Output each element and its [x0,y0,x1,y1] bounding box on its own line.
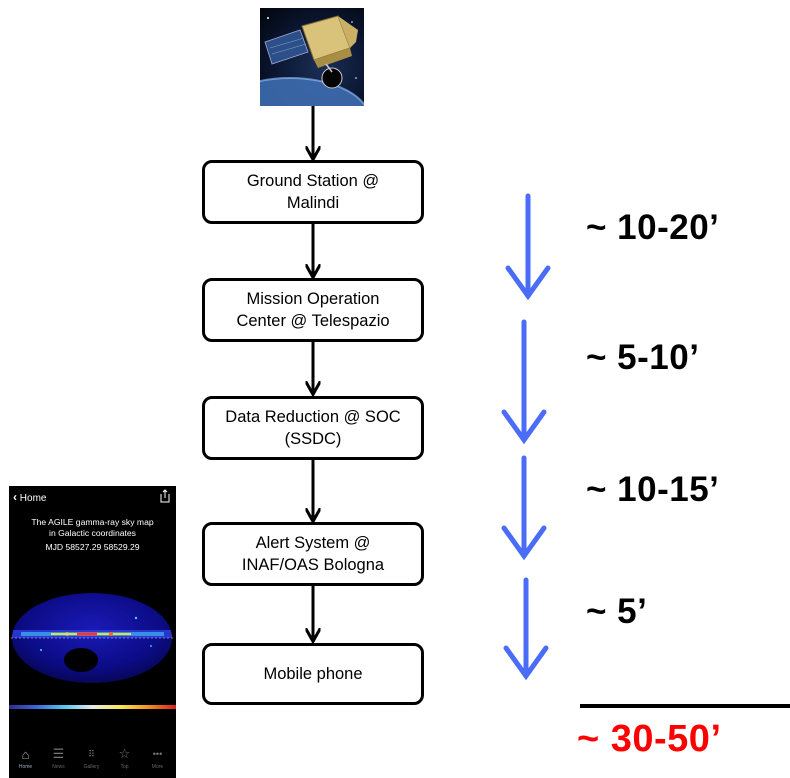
step-mission-operation-line1: Mission Operation [246,290,380,308]
total-latency-label: ~ 30-50’ [577,718,722,760]
share-icon[interactable] [160,489,170,503]
timing-arrow-4 [503,577,549,681]
color-scale-bar [9,705,176,709]
tab-more-label: More [151,764,164,770]
satellite-illustration [260,15,364,106]
step-mobile-phone-line1: Mobile phone [263,665,363,683]
map-caption-line1: The AGILE gamma-ray sky map [31,517,154,527]
map-caption-line2: in Galactic coordinates [49,528,136,538]
step-data-reduction-line1: Data Reduction @ SOC [225,408,401,426]
satellite-image [260,8,364,106]
phone-screenshot: ‹ Home The AGILE gamma-ray sky map in Ga… [9,486,176,778]
chevron-left-icon: ‹ [13,490,17,504]
step-ground-station: Ground Station @ Malindi [202,160,424,224]
timing-arrows [501,193,551,681]
timing-arrow-3 [501,455,547,561]
tab-home[interactable]: ⌂ Home [9,744,42,771]
map-mjd-label: MJD 58527.29 58529.29 [45,542,140,552]
step-mission-operation: Mission Operation Center @ Telespazio [202,278,424,342]
latency-label-2: ~ 5-10’ [586,338,700,377]
phone-tab-bar: ⌂ Home ☰ News ⠿ Gallery ☆ Top ••• More [9,744,176,778]
latency-label-4: ~ 5’ [586,592,648,631]
list-icon: ☰ [52,746,65,761]
gamma-ray-sky-map [11,593,174,683]
step-alert-system-line2: INAF/OAS Bologna [241,556,385,574]
grid-icon: ⠿ [88,748,95,759]
step-data-reduction-line2: (SSDC) [284,430,342,448]
back-button[interactable]: ‹ Home [13,490,46,504]
tab-news-label: News [52,764,65,770]
step-alert-system-line1: Alert System @ [255,534,371,552]
step-data-reduction: Data Reduction @ SOC (SSDC) [202,396,424,460]
latency-label-1: ~ 10-20’ [586,208,720,247]
latency-label-3: ~ 10-15’ [586,470,720,509]
step-ground-station-line2: Malindi [286,194,340,212]
tab-top[interactable]: ☆ Top [108,744,141,770]
step-alert-system: Alert System @ INAF/OAS Bologna [202,522,424,586]
tab-top-label: Top [120,764,129,770]
step-mission-operation-line2: Center @ Telespazio [236,312,390,330]
tab-news[interactable]: ☰ News [42,744,75,770]
timing-arrow-1 [505,193,551,301]
tab-gallery-label: Gallery [83,764,100,770]
tab-home-label: Home [18,764,33,770]
tab-gallery[interactable]: ⠿ Gallery [75,744,108,771]
phone-nav-bar: ‹ Home [9,486,176,510]
timing-arrow-2 [501,319,547,445]
house-icon: ⌂ [21,746,30,762]
step-ground-station-line1: Ground Station @ [246,172,380,190]
step-mobile-phone: Mobile phone [202,643,424,705]
star-icon: ☆ [118,746,131,761]
tab-more[interactable]: ••• More [141,744,174,770]
more-icon: ••• [152,749,163,759]
back-button-label: Home [19,493,47,504]
